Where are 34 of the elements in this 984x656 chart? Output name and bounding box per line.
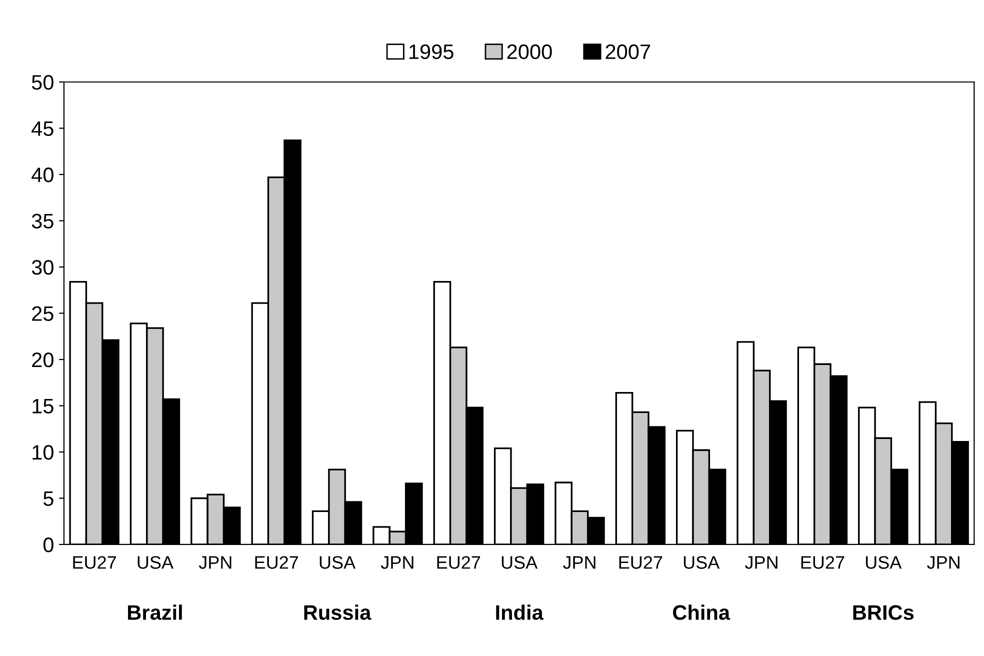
text: Brazil [128, 604, 182, 620]
x-tick-label: EU27 [437, 556, 480, 569]
y-tick-label: 10 [32, 444, 54, 460]
x-tick-label: EU27 [73, 556, 116, 569]
y-tick-label: 35 [32, 214, 54, 228]
x-tick-label: JPN [745, 556, 778, 569]
y-tick-label: 45 [32, 121, 54, 136]
x-tick-label: JPN [927, 556, 960, 569]
legend-label: 2007 [606, 44, 650, 60]
x-tick-label: JPN [380, 556, 414, 569]
x-tick-label: USA [684, 556, 720, 569]
y-tick-label: 15 [32, 398, 54, 414]
x-tick-label: USA [866, 556, 902, 569]
x-tick-label: EU27 [255, 556, 298, 569]
text: China [673, 604, 730, 620]
y-tick-label: 50 [32, 75, 54, 90]
x-tick-label: USA [502, 556, 538, 569]
legend-label: 1995 [409, 44, 454, 60]
legend-label: 2000 [507, 44, 552, 60]
x-tick-label: EU27 [619, 556, 662, 569]
x-tick-label: EU27 [801, 556, 844, 569]
text: India [496, 604, 544, 620]
y-tick-label: 30 [32, 260, 54, 275]
x-tick-label: USA [320, 556, 356, 569]
y-tick-label: 25 [32, 306, 54, 321]
x-tick-label: USA [138, 556, 174, 569]
y-tick-label: 0 [43, 537, 54, 552]
x-tick-label: JPN [562, 556, 596, 569]
text: BRICs [853, 605, 914, 620]
text: Russia [304, 604, 372, 620]
y-tick-label: 5 [43, 491, 54, 506]
x-tick-label: JPN [198, 556, 232, 569]
y-tick-label: 40 [32, 167, 54, 182]
y-tick-label: 20 [32, 352, 54, 368]
